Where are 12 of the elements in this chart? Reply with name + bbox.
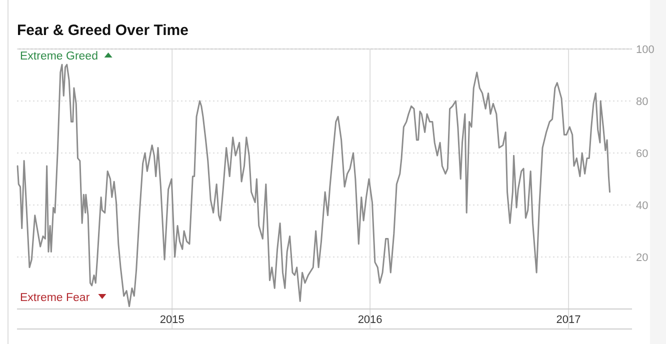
annotation: Extreme Greed [20, 50, 98, 62]
chart-title: Fear & Greed Over Time [17, 22, 188, 39]
x-tick-label: 2017 [556, 314, 581, 326]
y-tick-label: 80 [636, 96, 648, 108]
y-tick-label: 40 [636, 200, 648, 212]
x-tick-label: 2016 [358, 314, 382, 326]
y-tick-label: 100 [636, 44, 654, 56]
y-tick-label: 20 [636, 252, 648, 264]
x-tick-label: 2015 [160, 314, 184, 326]
annotation: Extreme Fear [20, 292, 90, 304]
line-series [16, 64, 611, 308]
y-tick-label: 60 [636, 148, 648, 160]
